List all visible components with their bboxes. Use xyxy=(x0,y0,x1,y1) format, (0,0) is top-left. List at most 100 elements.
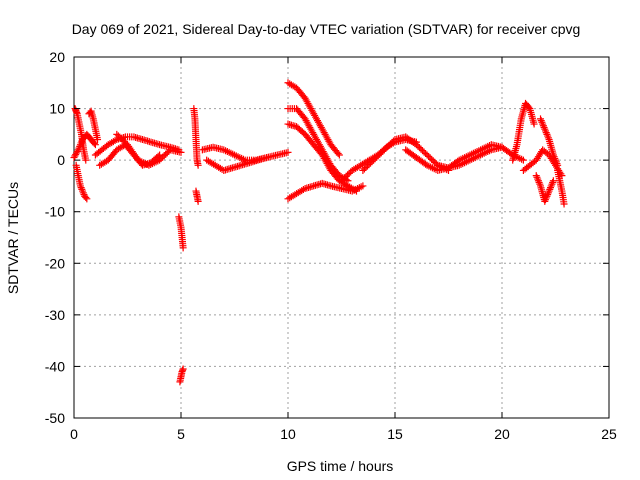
data-point xyxy=(380,146,388,154)
data-point xyxy=(374,152,382,160)
data-point xyxy=(552,156,559,164)
series-track-13 xyxy=(203,154,271,174)
data-point xyxy=(539,122,547,130)
series-track-09 xyxy=(176,365,187,386)
series-track-21 xyxy=(434,141,527,172)
series-track-25 xyxy=(532,172,557,205)
plot-frame xyxy=(73,56,610,419)
data-point xyxy=(359,166,367,174)
data-point xyxy=(541,125,549,133)
data-point xyxy=(417,145,425,153)
data-point xyxy=(538,118,546,126)
series-track-17 xyxy=(284,179,367,203)
data-point xyxy=(415,144,423,152)
data-point xyxy=(386,140,394,148)
data-point xyxy=(530,120,538,128)
y-axis-title: SDTVAR / TECUs xyxy=(5,182,21,294)
data-point xyxy=(542,196,550,204)
data-point xyxy=(345,169,353,177)
data-point xyxy=(548,180,556,188)
data-point xyxy=(519,156,527,164)
data-point xyxy=(533,173,541,181)
y-tick-label: 10 xyxy=(49,101,65,117)
data-point xyxy=(165,147,173,155)
data-point xyxy=(194,197,202,205)
series-track-14 xyxy=(284,79,343,159)
data-point xyxy=(177,148,185,156)
data-point xyxy=(549,178,557,186)
data-point xyxy=(72,150,80,158)
x-axis-ticks: 0 5 10 15 20 25 xyxy=(70,57,617,442)
data-point xyxy=(359,182,367,190)
data-point xyxy=(543,192,551,200)
data-points-layer xyxy=(70,79,568,386)
data-point xyxy=(119,136,127,144)
grid-layer xyxy=(74,57,609,418)
data-point xyxy=(525,103,533,111)
data-point xyxy=(535,178,543,186)
y-tick-label: 0 xyxy=(57,152,65,168)
data-point xyxy=(342,172,350,180)
data-point xyxy=(90,139,98,147)
data-point xyxy=(194,161,202,169)
data-point xyxy=(542,127,550,135)
data-point xyxy=(157,155,165,163)
x-tick-label: 0 xyxy=(70,426,78,442)
data-point xyxy=(179,365,187,373)
data-point xyxy=(543,130,551,138)
data-point xyxy=(76,182,84,190)
data-point xyxy=(423,151,431,159)
data-point xyxy=(542,129,550,137)
data-point xyxy=(544,189,552,197)
series-track-10 xyxy=(190,105,202,169)
data-point xyxy=(376,150,384,158)
data-point xyxy=(338,177,345,185)
data-point xyxy=(91,141,99,149)
data-point xyxy=(536,180,544,188)
y-tick-label: -20 xyxy=(45,255,65,271)
x-tick-label: 25 xyxy=(601,426,617,442)
series-track-22 xyxy=(509,99,538,164)
data-point xyxy=(94,136,102,144)
series-track-08 xyxy=(175,213,187,252)
data-point xyxy=(429,157,437,165)
data-point xyxy=(82,156,90,164)
data-point xyxy=(363,162,371,170)
data-point xyxy=(377,149,385,157)
data-point xyxy=(370,156,378,164)
data-point xyxy=(547,184,555,192)
data-point xyxy=(539,120,547,128)
data-point xyxy=(163,149,171,157)
x-tick-label: 5 xyxy=(177,426,185,442)
data-point xyxy=(544,191,552,199)
data-point xyxy=(412,141,420,149)
x-tick-label: 15 xyxy=(387,426,403,442)
series-track-11 xyxy=(192,187,202,205)
data-point xyxy=(534,177,542,185)
data-point xyxy=(365,161,373,169)
data-point xyxy=(371,155,379,163)
data-point xyxy=(360,165,368,173)
data-point xyxy=(425,152,433,160)
data-point xyxy=(544,132,552,140)
data-point xyxy=(388,138,396,146)
data-point xyxy=(545,187,553,195)
data-point xyxy=(111,137,119,145)
series-track-04 xyxy=(85,107,102,144)
series-track-03 xyxy=(72,161,91,203)
data-point xyxy=(362,164,370,172)
data-point xyxy=(549,151,557,159)
data-point xyxy=(116,133,124,141)
data-point xyxy=(159,153,167,161)
data-point xyxy=(379,147,387,155)
series-track-07 xyxy=(113,130,185,169)
data-point xyxy=(382,144,390,152)
data-point xyxy=(79,187,87,195)
data-point xyxy=(428,155,436,163)
data-point xyxy=(367,159,375,167)
data-point xyxy=(422,150,430,158)
data-point xyxy=(71,152,79,160)
data-point xyxy=(420,148,428,156)
data-point xyxy=(549,177,557,185)
data-point xyxy=(339,175,347,183)
